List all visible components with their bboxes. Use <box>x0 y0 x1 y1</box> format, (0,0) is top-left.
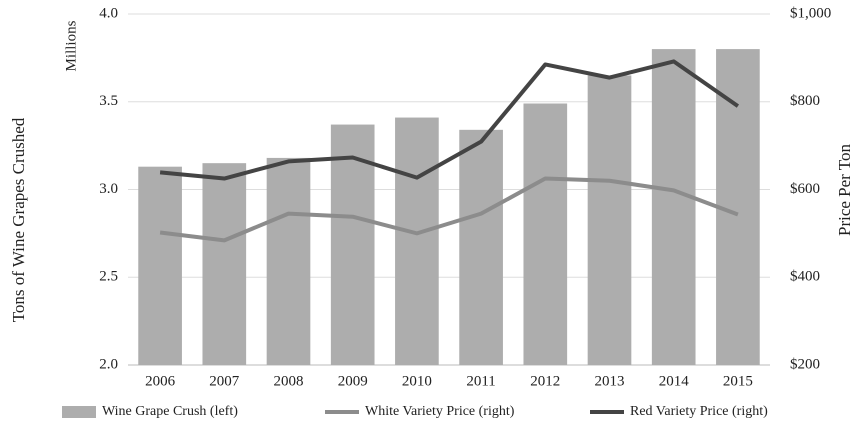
x-tick-label: 2014 <box>659 373 690 389</box>
y2-tick-label: $1,000 <box>790 5 831 21</box>
x-tick-label: 2006 <box>145 373 176 389</box>
bar <box>395 117 439 365</box>
x-tick-label: 2008 <box>274 373 304 389</box>
bar <box>266 157 311 365</box>
y-tick-label: 2.5 <box>99 269 118 285</box>
bar <box>523 103 568 365</box>
bar <box>587 75 632 366</box>
y2-tick-label: $200 <box>790 356 820 372</box>
line <box>159 59 740 181</box>
y2-tick-label: $800 <box>790 93 820 109</box>
y-axis-label: Tons of Wine Grapes Crushed <box>9 117 28 322</box>
y-tick-label: 4.0 <box>99 5 118 21</box>
x-tick-label: 2013 <box>595 373 625 389</box>
y2-axis-label: Price Per Ton <box>835 144 854 236</box>
x-tick-label: 2011 <box>466 373 495 389</box>
x-tick-label: 2010 <box>402 373 432 389</box>
x-tick-label: 2007 <box>209 373 240 389</box>
bar <box>138 166 182 365</box>
x-tick-label: 2015 <box>723 373 753 389</box>
y-tick-label: 3.0 <box>99 181 118 197</box>
bar <box>459 129 503 365</box>
bar <box>330 124 375 365</box>
y2-tick-label: $400 <box>790 269 820 285</box>
bar <box>651 49 696 365</box>
y-tick-label: 2.0 <box>99 356 118 372</box>
y-unit-label: Millions <box>63 20 79 71</box>
x-tick-label: 2009 <box>338 373 368 389</box>
y-tick-label: 3.5 <box>99 93 118 109</box>
line <box>159 176 739 243</box>
legend-label: Red Variety Price (right) <box>630 404 768 419</box>
y2-tick-label: $600 <box>790 181 820 197</box>
legend-swatch <box>62 406 96 418</box>
legend-label: Wine Grape Crush (left) <box>102 404 238 419</box>
x-tick-label: 2012 <box>530 373 560 389</box>
bar <box>202 163 247 365</box>
legend-label: White Variety Price (right) <box>365 404 515 419</box>
